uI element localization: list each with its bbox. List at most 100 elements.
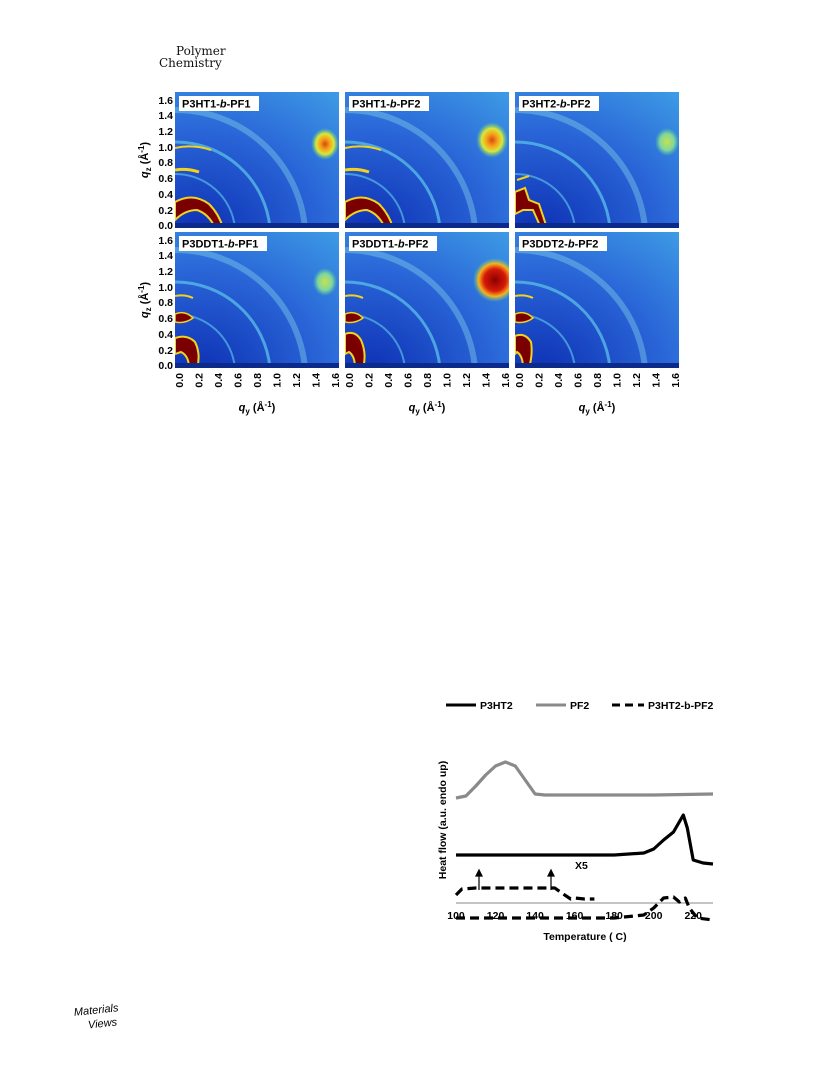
series-line-2 bbox=[455, 760, 714, 800]
chart-series bbox=[454, 760, 714, 922]
chart-legend: P3HT2 PF2 P3HT2-b-PF2 bbox=[446, 700, 714, 712]
y-tick-label: 0.0 bbox=[158, 360, 173, 372]
legend-label-pf2: PF2 bbox=[570, 700, 589, 712]
x-tick-label: 1.2 bbox=[291, 373, 303, 388]
y-tick-label: 1.0 bbox=[158, 282, 173, 294]
x-tick-label: 0.0 bbox=[174, 373, 186, 388]
svg-text:P3DDT2-b-PF2: P3DDT2-b-PF2 bbox=[522, 239, 598, 251]
giwaxs-panel-4: P3DDT1-b-PF1 bbox=[175, 232, 339, 368]
x-tick-label: 140 bbox=[526, 910, 544, 922]
y-tick-label: 0.2 bbox=[158, 345, 173, 357]
y-tick-label: 1.4 bbox=[158, 250, 173, 262]
svg-text:P3HT2-b-PF2: P3HT2-b-PF2 bbox=[522, 99, 590, 111]
panel-label-prefix: P3HT1- bbox=[182, 99, 220, 111]
x-tick-label: 1.2 bbox=[631, 373, 643, 388]
y-axis-label: Heat flow (a.u. endo up) bbox=[437, 761, 449, 879]
scale-arrows bbox=[475, 868, 555, 890]
x-tick-label: 0.2 bbox=[534, 373, 546, 388]
y-tick-label: 1.6 bbox=[158, 235, 173, 247]
y-tick-label: 1.4 bbox=[158, 110, 173, 122]
logo-line2: Views bbox=[87, 1016, 118, 1030]
series-line-3 bbox=[456, 895, 714, 922]
giwaxs-panel-5: P3DDT1-b-PF2 bbox=[345, 232, 509, 368]
giwaxs-panel-1: P3HT1-b-PF1 bbox=[175, 92, 339, 228]
x-tick-label: 1.4 bbox=[311, 373, 323, 388]
x-tick-labels-col3: 0.0 0.2 0.4 0.6 0.8 1.0 1.2 1.4 1.6 bbox=[514, 373, 682, 388]
x-tick-label: 120 bbox=[487, 910, 505, 922]
y-tick-label: 1.2 bbox=[158, 266, 173, 278]
panel-label-italic: b bbox=[228, 239, 235, 251]
svg-text:P3DDT1-b-PF1: P3DDT1-b-PF1 bbox=[182, 239, 258, 251]
legend-label-block: P3HT2-b-PF2 bbox=[648, 700, 714, 712]
series-line-4 bbox=[454, 886, 595, 901]
giwaxs-figure: P3HT1-b-PF1 P3HT1-b-PF2 P3HT2 bbox=[137, 92, 682, 416]
x-axis-label-col2: qy (Å-1) bbox=[409, 400, 446, 416]
panel-label-prefix: P3HT2- bbox=[522, 99, 560, 111]
y-tick-label: 0.6 bbox=[158, 313, 173, 325]
panel-label-italic: b bbox=[398, 239, 405, 251]
y-tick-label: 0.2 bbox=[158, 205, 173, 217]
scale-annotation: X5 bbox=[575, 860, 588, 872]
giwaxs-panel-6: P3DDT2-b-PF2 bbox=[515, 232, 679, 368]
x-tick-label: 0.4 bbox=[383, 373, 395, 388]
dsc-chart: P3HT2 PF2 P3HT2-b-PF2 100 120 140 160 180 200… bbox=[437, 700, 714, 943]
x-tick-label: 0.8 bbox=[592, 373, 604, 388]
panel-label-italic: b bbox=[568, 239, 575, 251]
x-tick-label: 0.6 bbox=[573, 373, 585, 388]
panel-label-prefix: P3DDT1- bbox=[352, 239, 398, 251]
x-tick-labels-col2: 0.0 0.2 0.4 0.6 0.8 1.0 1.2 1.4 1.6 bbox=[344, 373, 512, 388]
panel-label-suffix: -PF2 bbox=[575, 239, 599, 251]
x-tick-label: 1.0 bbox=[612, 373, 624, 388]
y-tick-labels-row1: 1.6 1.4 1.2 1.0 0.8 0.6 0.4 0.2 0.0 bbox=[158, 95, 173, 232]
legend-label-p3ht2: P3HT2 bbox=[480, 700, 513, 712]
panel-label-suffix: -PF2 bbox=[397, 99, 421, 111]
giwaxs-panel-2: P3HT1-b-PF2 bbox=[345, 92, 509, 228]
svg-text:P3HT1-b-PF1: P3HT1-b-PF1 bbox=[182, 99, 250, 111]
x-tick-label: 0.0 bbox=[344, 373, 356, 388]
x-tick-label: 0.6 bbox=[233, 373, 245, 388]
x-axis-label-col3: qy (Å-1) bbox=[579, 400, 616, 416]
x-tick-label: 100 bbox=[447, 910, 465, 922]
y-tick-label: 1.0 bbox=[158, 142, 173, 154]
x-tick-label: 0.6 bbox=[403, 373, 415, 388]
x-tick-label: 0.8 bbox=[252, 373, 264, 388]
x-axis-label-col1: qy (Å-1) bbox=[239, 400, 276, 416]
y-tick-label: 0.8 bbox=[158, 297, 173, 309]
panel-label-suffix: -PF1 bbox=[227, 99, 251, 111]
y-tick-label: 1.6 bbox=[158, 95, 173, 107]
giwaxs-panel-3: P3HT2-b-PF2 bbox=[515, 92, 679, 228]
x-tick-label: 0.0 bbox=[514, 373, 526, 388]
journal-title-line1: Polymer bbox=[176, 44, 226, 58]
x-tick-label: 1.2 bbox=[461, 373, 473, 388]
panel-label-italic: b bbox=[220, 99, 227, 111]
panel-label-italic: b bbox=[560, 99, 567, 111]
x-axis-label: Temperature ( C) bbox=[543, 931, 626, 943]
panel-label-prefix: P3HT1- bbox=[352, 99, 390, 111]
journal-title-line2: Chemistry bbox=[159, 56, 222, 70]
series-line-1 bbox=[456, 813, 714, 866]
x-tick-label: 180 bbox=[605, 910, 623, 922]
x-tick-label: 0.8 bbox=[422, 373, 434, 388]
y-tick-labels-row2: 1.6 1.4 1.2 1.0 0.8 0.6 0.4 0.2 0.0 bbox=[158, 235, 173, 372]
logo-line1: Materials bbox=[73, 1002, 119, 1019]
y-axis-label-row1: qz (Å-1) bbox=[137, 142, 153, 179]
panel-label-suffix: -PF2 bbox=[405, 239, 429, 251]
materials-views-logo: Materials Views bbox=[73, 1002, 119, 1030]
x-tick-label: 0.4 bbox=[553, 373, 565, 388]
x-tick-label: 1.6 bbox=[330, 373, 342, 388]
panel-label-prefix: P3DDT2- bbox=[522, 239, 568, 251]
x-tick-label: 1.4 bbox=[481, 373, 493, 388]
panel-label-suffix: -PF1 bbox=[235, 239, 259, 251]
x-tick-label: 1.6 bbox=[500, 373, 512, 388]
x-tick-labels-col1: 0.0 0.2 0.4 0.6 0.8 1.0 1.2 1.4 1.6 bbox=[174, 373, 342, 388]
x-tick-label: 1.0 bbox=[442, 373, 454, 388]
panel-label-prefix: P3DDT1- bbox=[182, 239, 228, 251]
x-tick-label: 1.4 bbox=[651, 373, 663, 388]
x-tick-label: 1.0 bbox=[272, 373, 284, 388]
svg-text:P3DDT1-b-PF2: P3DDT1-b-PF2 bbox=[352, 239, 428, 251]
y-tick-label: 0.8 bbox=[158, 157, 173, 169]
x-tick-label: 0.2 bbox=[364, 373, 376, 388]
y-tick-label: 1.2 bbox=[158, 126, 173, 138]
x-tick-label: 220 bbox=[684, 910, 702, 922]
x-tick-label: 0.4 bbox=[213, 373, 225, 388]
